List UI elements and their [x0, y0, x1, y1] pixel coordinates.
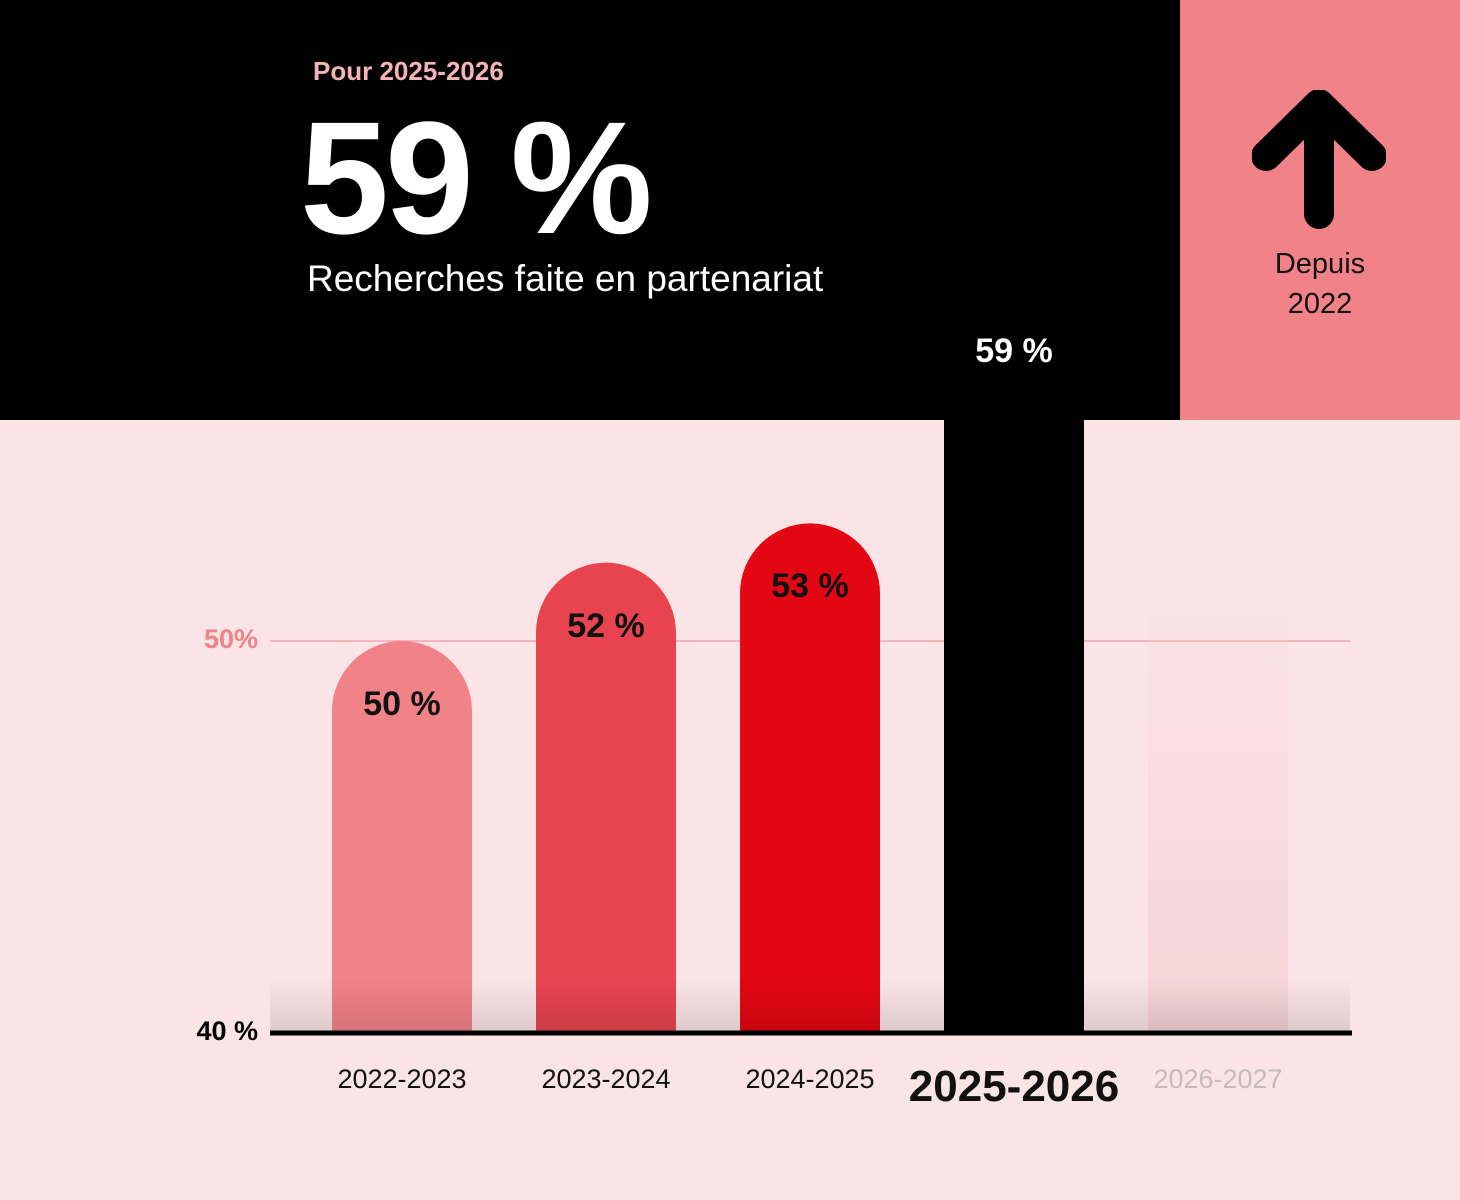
value-label-2023-2024: 52 %	[567, 606, 645, 645]
value-label-2024-2025: 53 %	[771, 567, 849, 606]
bar-2024-2025	[740, 523, 880, 1033]
arrow-up-icon	[1252, 90, 1386, 229]
header-panel	[0, 0, 1180, 420]
bar-2023-2024	[536, 562, 676, 1033]
y-tick-40: 40 %	[196, 1016, 258, 1046]
value-label-2022-2023: 50 %	[363, 685, 441, 723]
since-line-2: 2022	[1287, 288, 1353, 320]
category-label-2024-2025: 2024-2025	[745, 1064, 875, 1094]
bar-2026-2027	[1148, 582, 1288, 1033]
category-label-2023-2024: 2023-2024	[541, 1064, 671, 1094]
bar-2022-2023	[332, 641, 472, 1033]
bar-chart: 50 % 52 % 53 % 59 % 2022-2023 2023-2024 2024-2…	[0, 332, 1460, 1200]
value-label-2025-2026: 59 %	[975, 332, 1053, 371]
chart-canvas	[270, 420, 1352, 1036]
category-label-2025-2026: 2025-2026	[908, 1062, 1120, 1111]
y-tick-50: 50%	[203, 624, 258, 654]
category-label-2026-2027: 2026-2027	[1153, 1064, 1283, 1094]
since-line-1: Depuis	[1274, 248, 1366, 280]
headline-value: 59 %	[300, 88, 653, 267]
kicker-text: Pour 2025-2026	[313, 56, 504, 86]
category-label-2022-2023: 2022-2023	[337, 1064, 467, 1094]
bar-2025-2026	[944, 420, 1084, 1033]
since-text: Depuis 2022	[1180, 244, 1460, 324]
baseline-shadow	[270, 978, 1350, 1033]
headline-subtitle: Recherches faite en partenariat	[307, 258, 824, 299]
